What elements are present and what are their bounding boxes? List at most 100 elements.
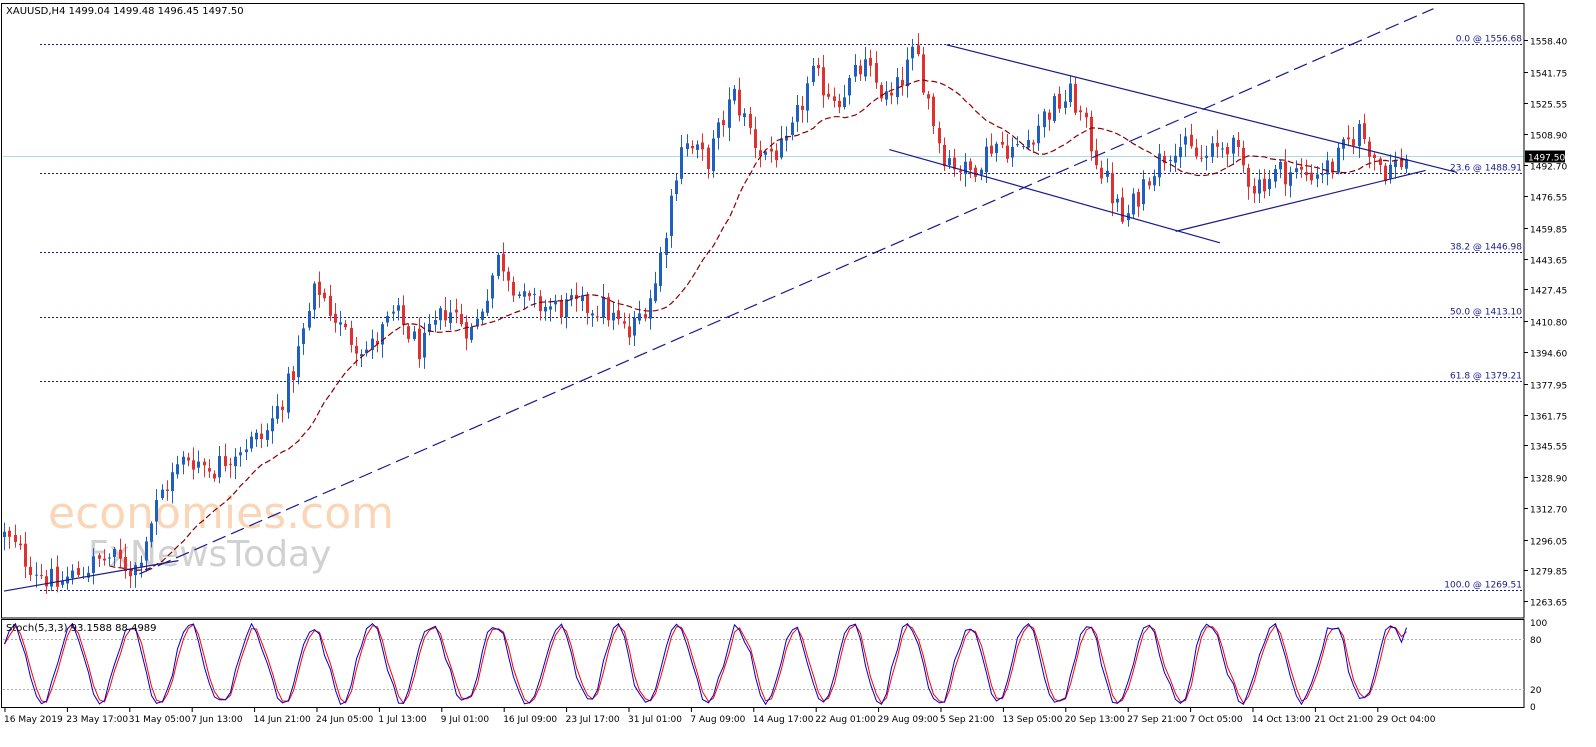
stochastic-tick-label: 20 [1530, 686, 1542, 696]
candle-body [1331, 161, 1334, 173]
candle-body [633, 317, 636, 336]
candle-body [45, 576, 48, 587]
candle-body [1389, 164, 1392, 179]
fib-level-label: 38.2 @ 1446.98 [1450, 243, 1522, 253]
main-plot-frame [1, 3, 1525, 619]
current-price-label: 1497.50 [1528, 154, 1565, 164]
candle-body [1001, 141, 1004, 145]
candle-body [1006, 145, 1009, 159]
candle-body [1090, 116, 1093, 152]
candle-body [864, 59, 867, 77]
candle-body [229, 463, 232, 465]
candle-body [87, 572, 90, 578]
fib-level-label: 61.8 @ 1379.21 [1450, 372, 1522, 382]
candle-body [465, 322, 468, 339]
candle-body [507, 271, 510, 281]
candle-body [197, 461, 200, 468]
candle-body [1310, 172, 1313, 181]
candle-body [339, 322, 342, 325]
candle-body [712, 138, 715, 172]
candle-body [35, 574, 38, 576]
candle-body [192, 460, 195, 470]
candle-body [1211, 143, 1214, 157]
candle-body [1405, 159, 1408, 169]
candle-body [1069, 83, 1072, 103]
candle-body [1022, 146, 1025, 148]
time-tick-label: 24 Jun 05:00 [316, 715, 373, 725]
candle-body [691, 145, 694, 149]
candle-body [187, 457, 190, 461]
candle-body [670, 195, 673, 236]
candle-body [1253, 186, 1256, 194]
candle-body [1274, 169, 1277, 182]
candle-body [533, 293, 536, 295]
candle-body [329, 295, 332, 316]
candle-body [1352, 139, 1355, 146]
candle-body [759, 150, 762, 156]
time-tick-label: 23 Jul 17:00 [566, 715, 620, 725]
candle-body [1011, 146, 1014, 158]
candle-body [407, 326, 410, 339]
candle-body [707, 147, 710, 170]
candle-body [460, 314, 463, 325]
candle-body [449, 312, 452, 323]
candle-body [302, 328, 305, 345]
candle-body [686, 143, 689, 150]
candle-body [1016, 144, 1019, 146]
candle-body [365, 349, 368, 354]
price-tick-label: 1328.90 [1530, 475, 1567, 485]
stochastic-frame [1, 619, 1525, 708]
stochastic-label: Stoch(5,3,3) 93.1588 88.4989 [6, 623, 157, 634]
candle-body [218, 455, 221, 478]
time-tick-label: 14 Aug 17:00 [753, 715, 814, 725]
candle-body [544, 306, 547, 312]
candle-body [134, 565, 137, 576]
candle-body [523, 291, 526, 297]
candle-body [911, 46, 914, 59]
candle-body [833, 96, 836, 101]
candle-body [859, 65, 862, 75]
candle-body [386, 315, 389, 323]
candle-body [518, 294, 521, 296]
candle-body [654, 283, 657, 302]
candle-body [182, 456, 185, 465]
candle-body [203, 461, 206, 466]
candle-body [481, 311, 484, 320]
candle-body [1043, 111, 1046, 128]
candle-body [24, 543, 27, 567]
candle-body [486, 300, 489, 313]
time-tick-label: 5 Sep 21:00 [940, 715, 995, 725]
fib-level-label: 0.0 @ 1556.68 [1456, 35, 1523, 45]
candle-body [1216, 142, 1219, 147]
candle-body [953, 157, 956, 170]
candle-body [817, 65, 820, 69]
candle-body [512, 281, 515, 296]
price-tick-label: 1296.05 [1530, 538, 1567, 548]
candle-body [1179, 147, 1182, 158]
candle-body [733, 88, 736, 101]
candle-body [434, 320, 437, 325]
candle-body [423, 332, 426, 358]
candle-body [728, 99, 731, 128]
candle-body [875, 63, 878, 83]
candle-body [208, 468, 211, 472]
time-tick-label: 7 Oct 05:00 [1190, 715, 1243, 725]
candle-body [659, 252, 662, 287]
time-tick-label: 20 Sep 13:00 [1065, 715, 1125, 725]
candle-body [281, 406, 284, 410]
candle-body [901, 79, 904, 86]
time-tick-label: 29 Aug 09:00 [878, 715, 939, 725]
candle-body [1258, 179, 1261, 194]
candle-body [1037, 125, 1040, 144]
candle-body [428, 323, 431, 332]
candle-body [1305, 172, 1308, 176]
stochastic-tick-label: 0 [1530, 703, 1536, 713]
candle-body [1132, 193, 1135, 215]
candle-body [1190, 134, 1193, 147]
price-tick-label: 1312.70 [1530, 506, 1567, 516]
candle-body [612, 312, 615, 321]
candle-body [602, 296, 605, 318]
candle-body [1064, 101, 1067, 108]
price-tick-label: 1410.80 [1530, 319, 1567, 329]
